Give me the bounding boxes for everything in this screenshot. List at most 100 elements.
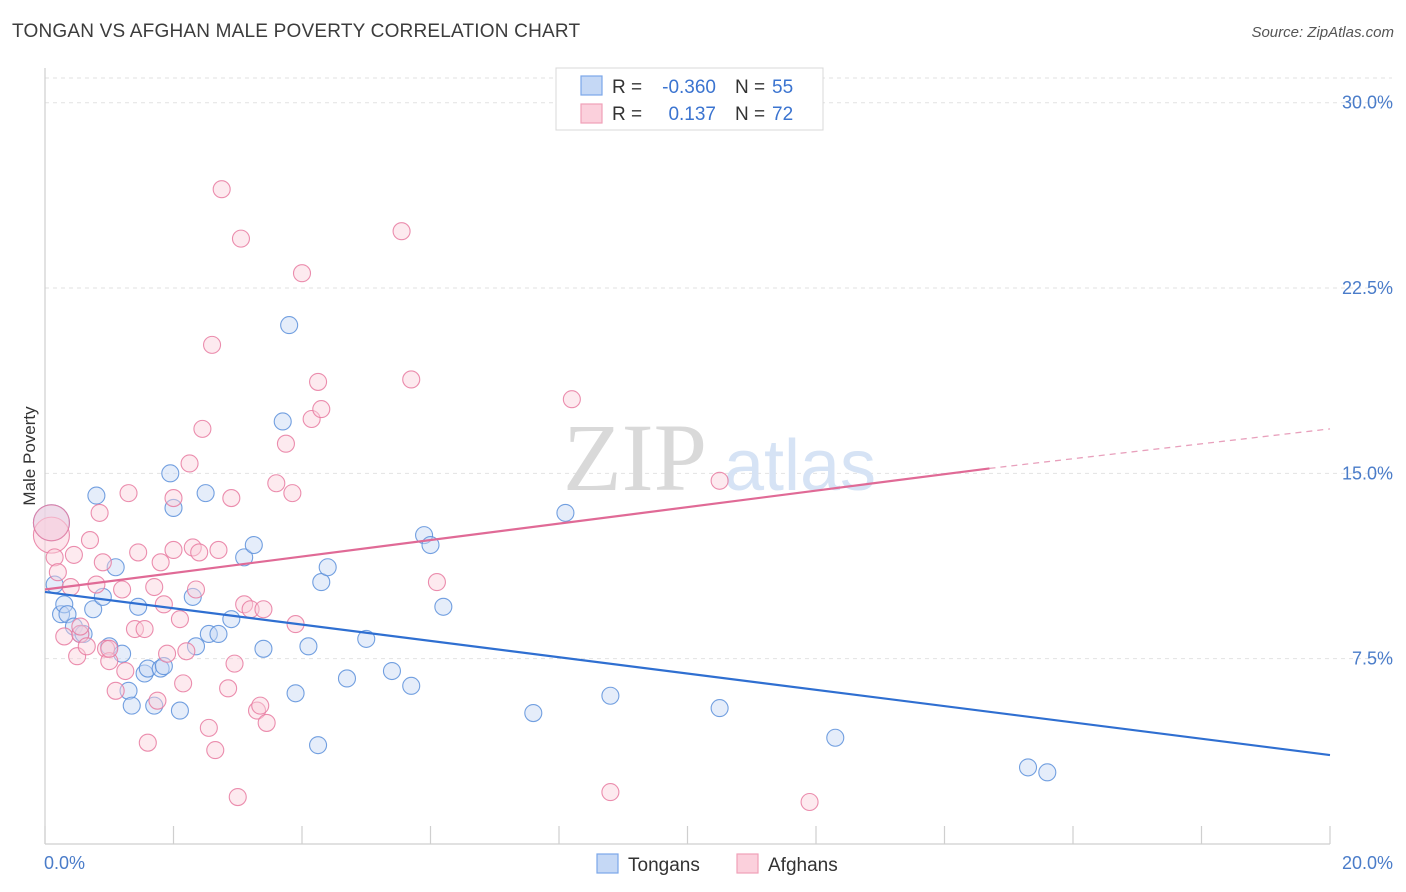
tick-labels: 7.5% 15.0% 22.5% 30.0% 0.0% 20.0% <box>44 93 1393 873</box>
point-afghans-32 <box>180 454 199 473</box>
point-afghans-25 <box>151 553 170 572</box>
point-afghans-64 <box>562 390 581 409</box>
point-afghans-27 <box>158 644 177 663</box>
point-afghans-68 <box>32 504 70 542</box>
chart-title: TONGAN VS AFGHAN MALE POVERTY CORRELATIO… <box>12 21 581 42</box>
x-tick-label-0: 0.0% <box>44 853 85 873</box>
point-afghans-60 <box>312 400 331 419</box>
point-tongans-4 <box>64 617 83 636</box>
point-tongans-43 <box>402 676 421 695</box>
point-tongans-31 <box>244 535 263 555</box>
point-afghans-58 <box>302 409 321 429</box>
point-afghans-50 <box>251 696 270 715</box>
point-tongans-8 <box>87 486 106 505</box>
point-afghans-63 <box>427 573 446 592</box>
point-afghans-62 <box>402 370 421 389</box>
legend: R = -0.360 N = 55 R = 0.137 N = 72 <box>555 67 824 131</box>
point-tongans-1 <box>52 605 71 624</box>
point-tongans-21 <box>161 464 180 483</box>
point-afghans-61 <box>392 222 411 241</box>
point-afghans-19 <box>125 619 144 639</box>
point-tongans-23 <box>170 701 189 720</box>
point-tongans-34 <box>280 316 299 335</box>
point-tongans-27 <box>199 624 218 644</box>
point-afghans-69 <box>71 617 90 636</box>
point-tongans-17 <box>138 659 157 678</box>
bottom-legend: Tongans Afghans <box>596 853 838 876</box>
point-afghans-37 <box>199 718 218 737</box>
point-afghans-42 <box>219 679 238 698</box>
point-afghans-52 <box>257 713 276 732</box>
y-axis-label: Male Poverty <box>20 406 39 506</box>
legend-r-label-tongans: R = <box>612 77 642 98</box>
point-afghans-15 <box>106 681 125 700</box>
point-afghans-38 <box>203 335 222 354</box>
trend-lines <box>44 428 1331 757</box>
point-tongans-39 <box>318 558 337 577</box>
legend-swatch-afghans <box>580 103 603 124</box>
point-tongans-35 <box>286 684 305 703</box>
bottom-legend-swatch-afghans <box>736 853 759 874</box>
point-afghans-24 <box>148 691 167 710</box>
point-afghans-34 <box>186 580 206 599</box>
point-tongans-40 <box>337 669 357 688</box>
point-afghans-35 <box>190 543 209 562</box>
point-afghans-12 <box>93 553 112 572</box>
point-tongans-49 <box>601 686 620 705</box>
bottom-legend-label-tongans: Tongans <box>628 855 700 876</box>
point-tongans-33 <box>273 412 292 431</box>
point-afghans-21 <box>135 619 154 639</box>
point-afghans-18 <box>119 484 138 503</box>
point-afghans-9 <box>80 531 100 550</box>
legend-r-label-afghans: R = <box>612 104 642 125</box>
point-afghans-36 <box>193 419 212 438</box>
point-tongans-52 <box>1018 758 1038 777</box>
legend-r-value-tongans: -0.360 <box>662 77 716 98</box>
point-afghans-11 <box>90 503 109 522</box>
y-tick-label-1: 15.0% <box>1342 463 1393 483</box>
point-tongans-50 <box>710 699 729 718</box>
point-afghans-14 <box>100 652 119 671</box>
point-afghans-26 <box>154 595 173 614</box>
series-tongans <box>32 316 1057 782</box>
point-afghans-40 <box>209 540 228 560</box>
point-afghans-65 <box>601 783 620 802</box>
point-afghans-17 <box>116 661 135 681</box>
chart-source: Source: ZipAtlas.com <box>1251 24 1394 41</box>
point-afghans-5 <box>64 545 83 564</box>
point-afghans-46 <box>231 229 251 248</box>
point-afghans-57 <box>292 264 312 283</box>
point-afghans-1 <box>45 548 64 567</box>
point-tongans-7 <box>84 600 103 619</box>
point-afghans-51 <box>254 600 273 619</box>
point-afghans-53 <box>267 474 286 493</box>
point-afghans-30 <box>174 674 193 693</box>
point-tongans-22 <box>164 498 183 517</box>
point-afghans-22 <box>138 733 157 752</box>
y-tick-label-3: 30.0% <box>1342 93 1393 113</box>
watermark-atlas: atlas <box>724 426 876 506</box>
point-tongans-28 <box>209 624 228 644</box>
point-afghans-6 <box>68 647 87 666</box>
watermark-zip: ZIP <box>563 404 707 511</box>
point-afghans-3 <box>55 627 74 646</box>
point-afghans-45 <box>228 788 247 807</box>
point-afghans-44 <box>225 654 244 673</box>
point-tongans-26 <box>196 484 215 503</box>
grid-lines <box>45 77 1392 660</box>
point-tongans-13 <box>119 681 138 700</box>
point-afghans-49 <box>247 701 267 720</box>
point-afghans-55 <box>283 484 302 503</box>
point-tongans-15 <box>129 597 148 616</box>
point-afghans-23 <box>145 577 164 597</box>
legend-r-value-afghans: 0.137 <box>668 104 716 125</box>
point-afghans-43 <box>222 489 241 508</box>
point-afghans-67 <box>800 792 819 812</box>
trend-line-afghans-extension <box>989 428 1331 470</box>
point-afghans-31 <box>177 642 196 661</box>
bottom-legend-swatch-tongans <box>596 853 619 874</box>
point-afghans-66 <box>710 471 729 490</box>
point-tongans-46 <box>434 597 453 616</box>
point-afghans-2 <box>48 563 67 582</box>
